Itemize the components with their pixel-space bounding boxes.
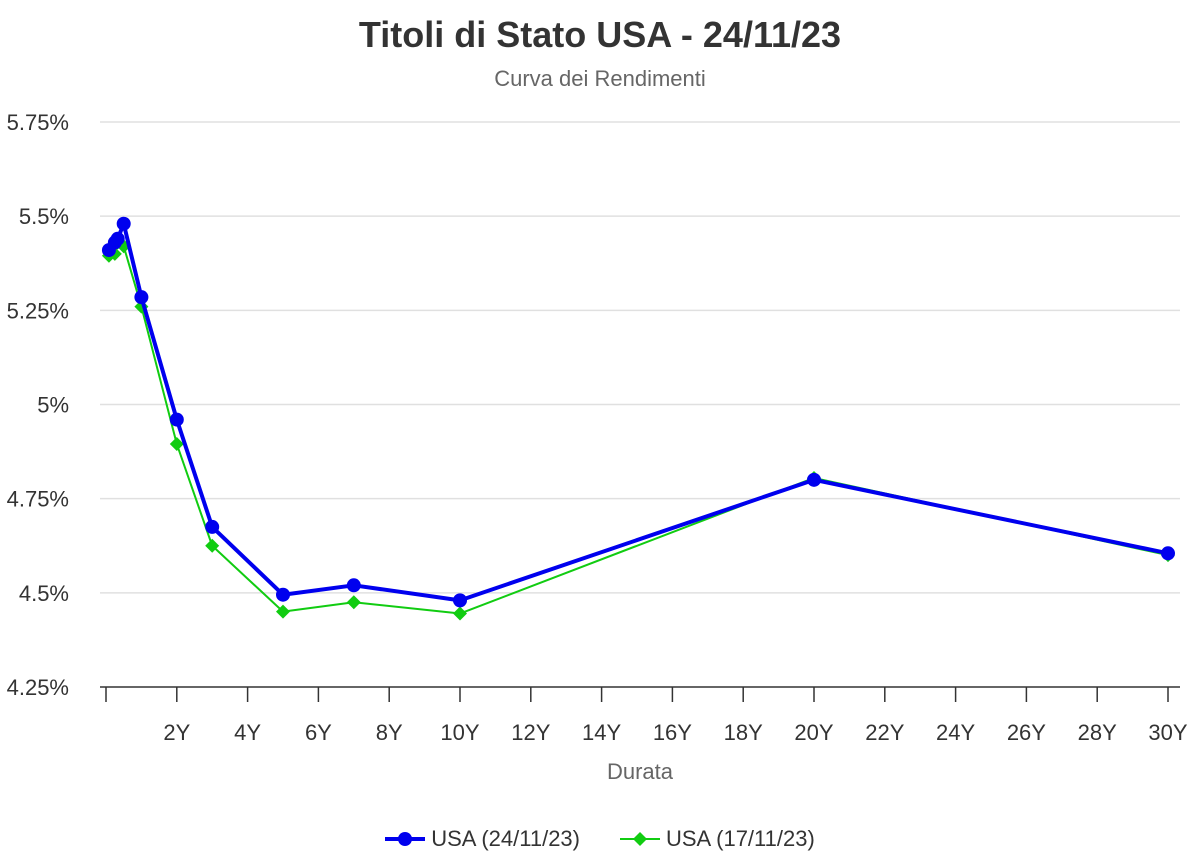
y-tick-label: 5.75% [7,110,69,135]
x-tick-label: 18Y [724,720,763,745]
x-tick-label: 12Y [511,720,550,745]
series-2-point[interactable] [276,604,290,619]
series-2-point[interactable] [453,606,467,621]
x-tick-label: 22Y [865,720,904,745]
chart-subtitle: Curva dei Rendimenti [494,66,706,91]
legend: USA (24/11/23) USA (17/11/23) [0,826,1200,852]
y-tick-label: 4.75% [7,487,69,512]
x-tick-label: 10Y [440,720,479,745]
chart-title: Titoli di Stato USA - 24/11/23 [358,14,842,55]
x-axis: 2Y 4Y 6Y 8Y 10Y 12Y 14Y 16Y 18Y 20Y 22Y 24Y 26Y 28Y 30… [100,686,1188,745]
x-tick-label: 16Y [653,720,692,745]
series-2-point[interactable] [346,595,361,610]
x-axis-title: Durata [607,759,674,784]
series-2-point[interactable] [169,437,184,452]
series-1-point[interactable] [110,231,125,246]
legend-diamond-marker-icon [620,832,660,846]
series-1-point[interactable] [807,472,821,487]
x-tick-label: 28Y [1078,720,1117,745]
series-group [101,216,1175,621]
x-tick-label: 4Y [234,720,261,745]
series-1-point[interactable] [346,578,361,593]
series-1 [101,216,1175,608]
series-1-point[interactable] [134,290,149,305]
series-1-point[interactable] [453,593,467,608]
legend-item-series-1[interactable]: USA (24/11/23) [385,826,580,852]
series-1-point[interactable] [116,216,131,231]
y-tick-label: 4.25% [7,675,69,700]
x-tick-label: 20Y [794,720,833,745]
series-2 [101,235,1175,621]
y-tick-label: 4.5% [19,581,69,606]
x-tick-label: 6Y [305,720,332,745]
x-tick-label: 24Y [936,720,975,745]
y-tick-label: 5% [37,393,69,418]
series-1-point[interactable] [276,587,290,602]
legend-item-series-2[interactable]: USA (17/11/23) [620,826,815,852]
series-2-line [108,241,1169,615]
y-tick-label: 5.5% [19,204,69,229]
y-axis-labels: 4.25% 4.5% 4.75% 5% 5.25% 5.5% 5.75% [7,110,69,700]
x-tick-label: 2Y [163,720,190,745]
legend-label-series-2: USA (17/11/23) [666,826,815,851]
x-tick-label: 30Y [1148,720,1187,745]
y-tick-label: 5.25% [7,298,69,323]
legend-circle-marker-icon [385,832,426,846]
series-1-point[interactable] [205,519,220,534]
legend-label-series-1: USA (24/11/23) [431,826,580,851]
series-1-point[interactable] [169,412,184,427]
x-tick-label: 14Y [582,720,621,745]
x-tick-label: 26Y [1007,720,1046,745]
series-1-point[interactable] [1161,546,1175,561]
series-2-point[interactable] [205,538,220,553]
x-tick-label: 8Y [376,720,403,745]
series-1-line [107,221,1169,603]
